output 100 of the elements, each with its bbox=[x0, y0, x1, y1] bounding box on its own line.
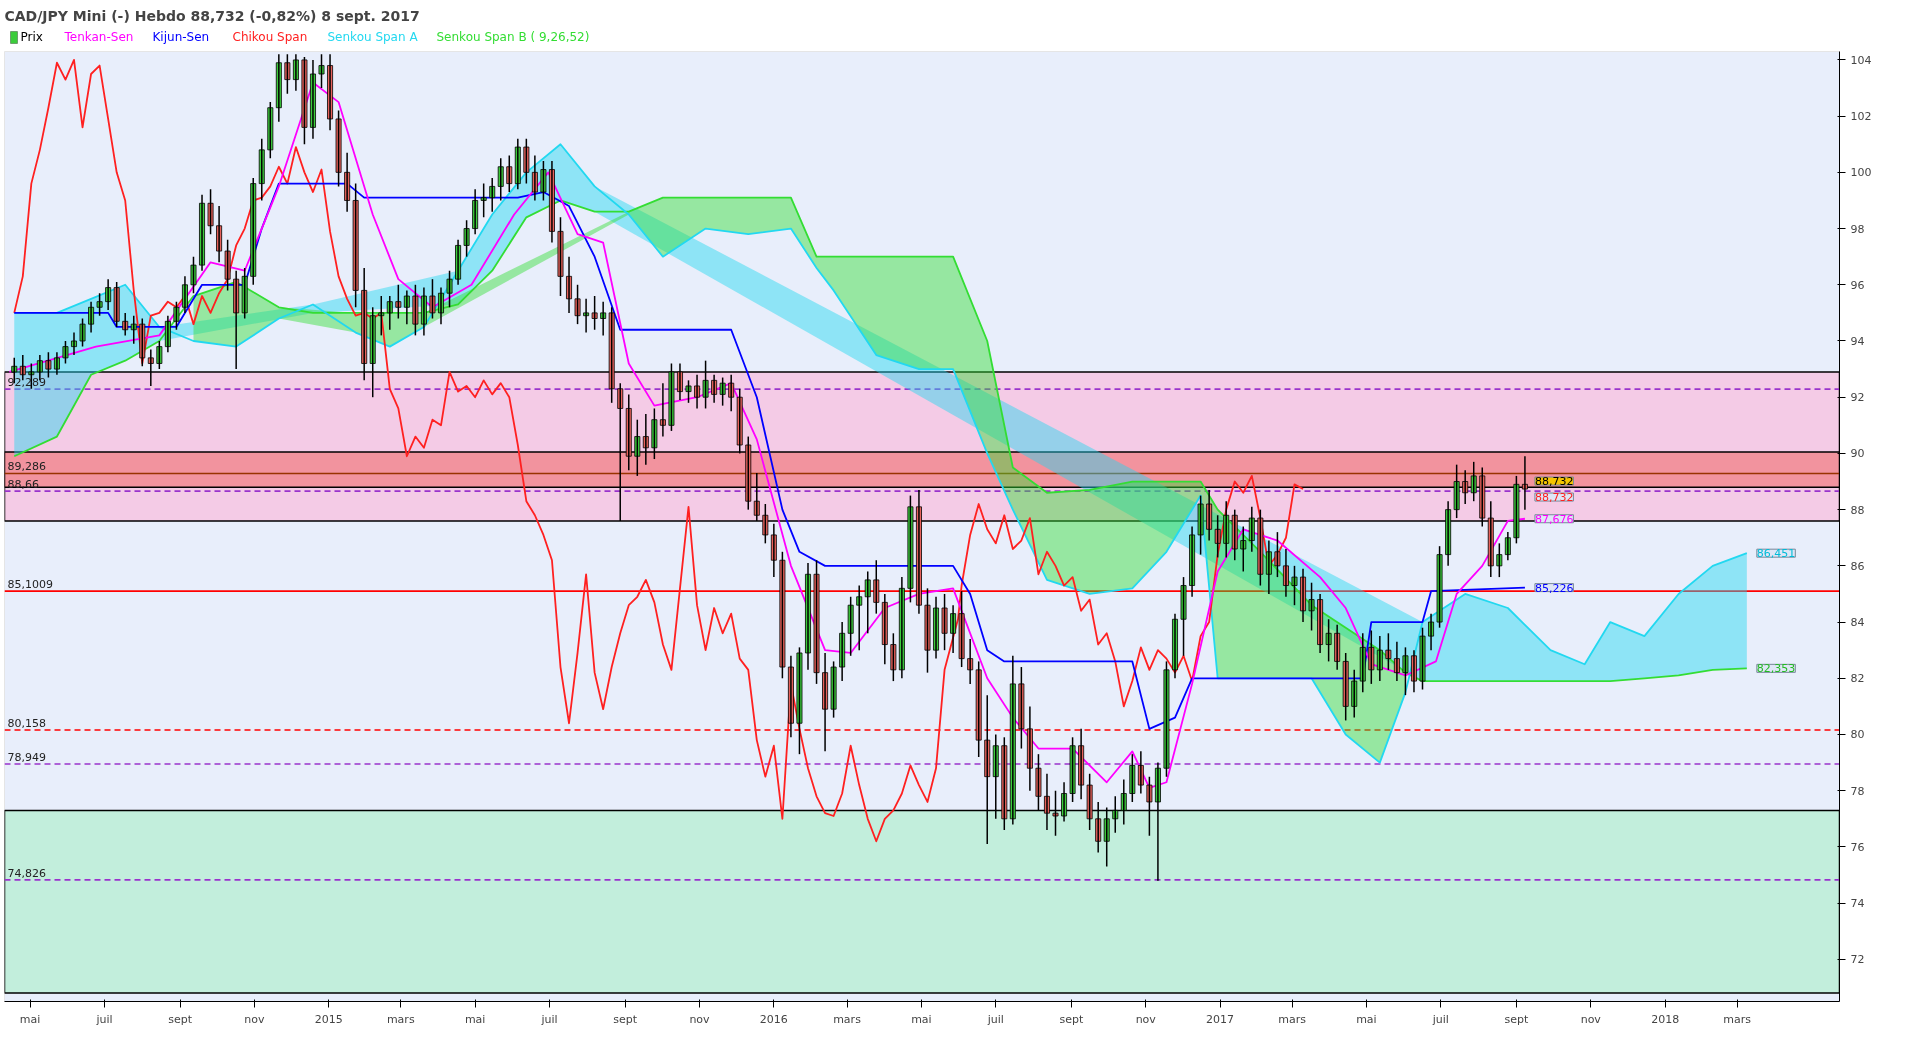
x-tick-label: sept bbox=[1504, 1012, 1529, 1026]
x-tick-label: mars bbox=[1723, 1012, 1752, 1026]
candlestick bbox=[685, 379, 692, 404]
candlestick bbox=[113, 281, 120, 328]
candlestick bbox=[1342, 652, 1349, 722]
candlestick bbox=[318, 53, 325, 89]
annotation: 82,353 bbox=[1756, 662, 1796, 676]
annotation: 87,676 bbox=[1534, 512, 1574, 526]
candlestick bbox=[241, 267, 248, 320]
x-tick-label: juil bbox=[540, 1012, 558, 1026]
candlestick bbox=[830, 660, 837, 719]
x-tick-label: 2017 bbox=[1206, 1012, 1235, 1026]
candlestick bbox=[1402, 646, 1409, 696]
y-tick-label: 74 bbox=[1850, 897, 1865, 911]
candlestick bbox=[480, 182, 487, 219]
x-tick-label: juil bbox=[1431, 1012, 1449, 1026]
candlestick bbox=[412, 284, 419, 337]
x-tick-label: mars bbox=[833, 1012, 862, 1026]
x-tick-label: juil bbox=[986, 1012, 1004, 1026]
legend-label: Prix bbox=[20, 29, 43, 44]
x-tick-label: mars bbox=[386, 1012, 415, 1026]
candlestick bbox=[395, 284, 402, 320]
y-tick-label: 90 bbox=[1850, 447, 1865, 461]
candlestick bbox=[1419, 626, 1426, 691]
candlestick bbox=[378, 295, 385, 337]
text: Kijun-Sen bbox=[152, 29, 210, 44]
x-tick-label: nov bbox=[689, 1012, 711, 1026]
candlestick bbox=[591, 295, 598, 331]
candlestick bbox=[1129, 753, 1136, 803]
candlestick bbox=[1240, 525, 1247, 573]
ref-line-label: 89,286 bbox=[7, 460, 46, 474]
x-tick-label: 2018 bbox=[1651, 1012, 1680, 1026]
y-tick-label: 88 bbox=[1850, 503, 1865, 517]
candlestick bbox=[1180, 576, 1187, 657]
candlestick bbox=[1018, 666, 1025, 750]
candlestick bbox=[1291, 565, 1298, 606]
candlestick bbox=[1163, 660, 1170, 778]
x-tick-label: sept bbox=[613, 1012, 638, 1026]
candlestick bbox=[557, 216, 564, 297]
candlestick bbox=[429, 278, 436, 320]
candlestick bbox=[335, 109, 342, 188]
x-tick-label: 2016 bbox=[759, 1012, 788, 1026]
y-tick-label: 98 bbox=[1850, 222, 1865, 236]
x-tick-label: nov bbox=[1580, 1012, 1602, 1026]
annotation: 88,732 bbox=[1534, 475, 1574, 489]
x-tick-label: 2015 bbox=[314, 1012, 343, 1026]
candlestick bbox=[224, 239, 231, 292]
x-tick-label: mai bbox=[1356, 1012, 1377, 1026]
y-tick-label: 86 bbox=[1850, 559, 1865, 573]
candlestick bbox=[523, 137, 530, 185]
text: Senkou Span A bbox=[327, 29, 419, 44]
y-tick-label: 80 bbox=[1850, 728, 1865, 742]
y-tick-label: 78 bbox=[1850, 784, 1865, 798]
y-tick-label: 92 bbox=[1850, 391, 1865, 405]
ref-line-label: 80,158 bbox=[7, 717, 46, 731]
text: Senkou Span B ( 9,26,52) bbox=[436, 29, 590, 44]
candlestick bbox=[1496, 542, 1503, 578]
candlestick bbox=[924, 587, 931, 674]
x-tick-label: mai bbox=[911, 1012, 932, 1026]
y-tick-label: 100 bbox=[1850, 166, 1872, 180]
ref-line-label: 85,1009 bbox=[7, 578, 53, 592]
annotation: 85,226 bbox=[1534, 581, 1574, 595]
candlestick bbox=[1274, 531, 1281, 578]
annotation: 88,732 bbox=[1534, 491, 1574, 505]
x-tick-label: sept bbox=[168, 1012, 193, 1026]
candlestick bbox=[446, 269, 453, 309]
candlestick bbox=[301, 56, 308, 145]
candlestick bbox=[1368, 629, 1375, 685]
y-tick-label: 96 bbox=[1850, 278, 1865, 292]
x-tick-label: mai bbox=[464, 1012, 486, 1026]
candlestick bbox=[207, 188, 214, 235]
candlestick bbox=[890, 632, 897, 682]
x-tick-label: mars bbox=[1278, 1012, 1307, 1026]
candlestick bbox=[958, 590, 965, 668]
candlestick bbox=[284, 53, 291, 95]
candlestick bbox=[1325, 618, 1332, 663]
candlestick bbox=[190, 255, 197, 294]
candlestick bbox=[173, 300, 180, 331]
y-tick-label: 104 bbox=[1850, 53, 1872, 67]
y-tick-label: 84 bbox=[1850, 616, 1865, 630]
candlestick bbox=[463, 219, 470, 258]
chart-title: CAD/JPY Mini (-) Hebdo 88,732 (-0,82%) 8 sept. 2017 bbox=[4, 7, 420, 24]
annotation: 86,451 bbox=[1756, 547, 1796, 561]
candlestick bbox=[130, 314, 137, 345]
y-tick-label: 76 bbox=[1850, 840, 1865, 854]
y-tick-label: 82 bbox=[1850, 672, 1865, 686]
ref-line-label: 78,949 bbox=[7, 751, 46, 765]
candlestick bbox=[62, 340, 69, 365]
candlestick bbox=[796, 646, 803, 755]
y-tick-label: 72 bbox=[1850, 953, 1865, 967]
text: Tenkan-Sen bbox=[63, 29, 134, 44]
x-tick-label: sept bbox=[1059, 1012, 1084, 1026]
candlestick bbox=[1385, 632, 1392, 671]
candlestick bbox=[156, 340, 163, 370]
candlestick bbox=[267, 101, 274, 160]
y-tick-label: 102 bbox=[1850, 110, 1872, 124]
candlestick bbox=[1436, 545, 1443, 629]
candlestick bbox=[79, 317, 86, 348]
candlestick bbox=[540, 160, 547, 202]
candlestick bbox=[352, 182, 359, 309]
